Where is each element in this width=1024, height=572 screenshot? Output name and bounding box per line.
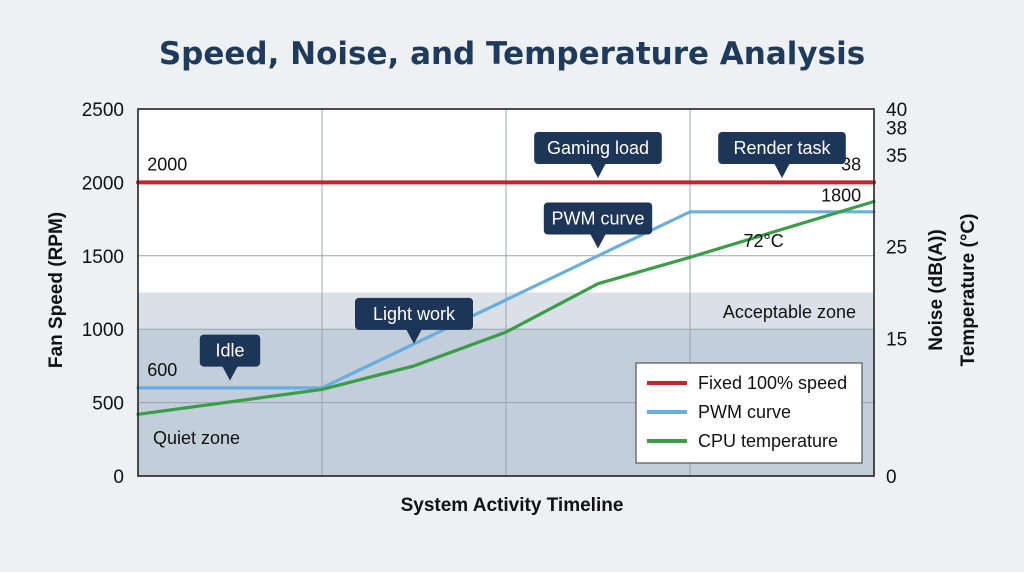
tick-label-right: 25	[886, 238, 907, 259]
callout: Render task	[718, 131, 846, 178]
callout-label: Gaming load	[547, 138, 649, 158]
tick-label-right: 35	[886, 146, 907, 167]
tick-label-right: 15	[886, 329, 907, 350]
plot-frame	[137, 108, 875, 477]
value-label: 72°C	[743, 231, 783, 251]
series-line-2	[136, 210, 876, 390]
frame-border	[137, 108, 875, 477]
callout-box	[543, 202, 653, 235]
callout-pointer	[222, 365, 238, 381]
tick-label-left: 1500	[82, 247, 124, 268]
tick-label-right: 0	[886, 467, 897, 488]
y-axis-title-right-temperature: Temperature (°C)	[958, 214, 979, 367]
tick-label-left: 2500	[82, 100, 124, 121]
value-label: 2000	[147, 155, 187, 175]
callout-pointer	[774, 162, 790, 178]
callouts: Idle Light work PWM curve Gaming load Render…	[199, 131, 846, 381]
zone-label-acceptable: Acceptable zone	[723, 302, 856, 322]
callout-pointer	[590, 162, 606, 178]
legend: Fixed 100% speed PWM curve CPU temperature	[635, 362, 863, 464]
y-axis-title-left: Fan Speed (RPM)	[46, 212, 67, 368]
value-labels: 2000 38 600 1800 72°C	[147, 155, 861, 381]
callout: Idle	[199, 334, 261, 381]
y-axis-title-right-noise: Noise (dB(A))	[926, 229, 947, 350]
x-axis-title: System Activity Timeline	[401, 495, 624, 516]
series-lines	[136, 180, 876, 416]
value-label: 600	[147, 360, 177, 380]
callout: Gaming load	[534, 131, 662, 178]
zone-label-quiet: Quiet zone	[153, 428, 240, 448]
callout-pointer	[590, 233, 606, 249]
callout-box	[355, 297, 473, 330]
tick-label-left: 2000	[82, 173, 124, 194]
series-line-3	[136, 199, 876, 416]
legend-label: Fixed 100% speed	[698, 373, 847, 393]
tick-label-right: 38	[886, 118, 907, 139]
value-label: 1800	[821, 185, 861, 205]
callout-label: Light work	[373, 304, 456, 324]
callout-box	[534, 131, 662, 164]
tick-label-left: 500	[92, 394, 124, 415]
callout: PWM curve	[543, 202, 653, 249]
tick-label-left: 1000	[82, 320, 124, 341]
legend-label: PWM curve	[698, 402, 791, 422]
tick-label-left: 0	[113, 467, 124, 488]
callout-box	[718, 131, 846, 164]
callout: Light work	[355, 297, 473, 344]
callout-label: Idle	[215, 341, 244, 361]
callout-box	[199, 334, 261, 367]
callout-label: PWM curve	[551, 208, 644, 228]
tick-label-right: 40	[886, 100, 907, 121]
callout-label: Render task	[733, 138, 831, 158]
chart-title: Speed, Noise, and Temperature Analysis	[159, 36, 865, 72]
value-label: 38	[841, 155, 861, 175]
callout-pointer	[406, 328, 422, 344]
legend-label: CPU temperature	[698, 431, 838, 451]
left-axis-ticks: 0 500 1000 1500 2000 2500	[82, 100, 124, 488]
